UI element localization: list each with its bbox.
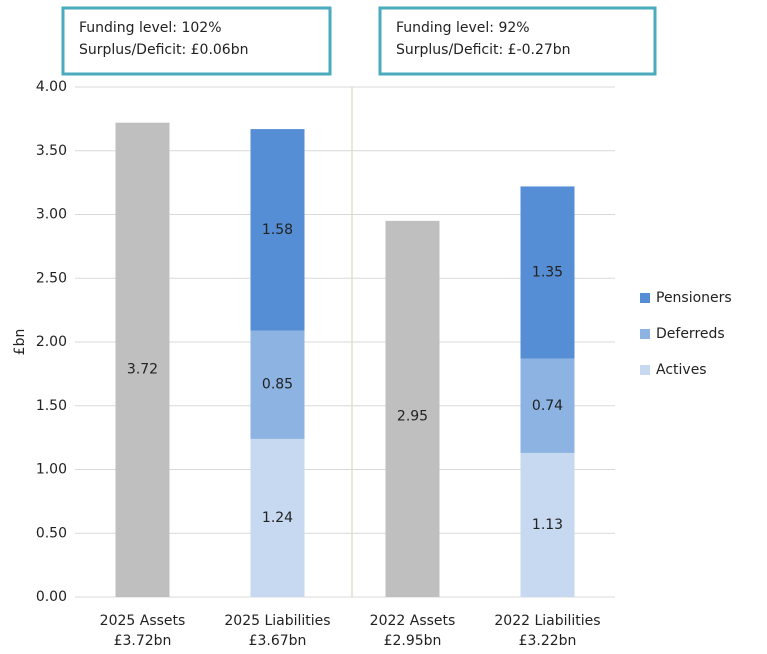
bar xyxy=(520,358,575,453)
y-tick-label: 2.00 xyxy=(36,334,67,350)
bar xyxy=(250,129,305,331)
y-tick-label: 2.50 xyxy=(36,270,67,286)
x-tick-label: £3.22bn xyxy=(519,633,577,649)
annotation-text: Surplus/Deficit: £-0.27bn xyxy=(396,42,571,58)
annotation-text: Surplus/Deficit: £0.06bn xyxy=(79,42,248,58)
value-label: 3.72 xyxy=(127,361,158,377)
x-tick-label: 2022 Assets xyxy=(370,613,456,629)
annotation-text: Funding level: 92% xyxy=(396,20,530,36)
legend-swatch xyxy=(640,293,650,303)
y-tick-label: 3.00 xyxy=(36,207,67,223)
bar xyxy=(520,452,575,597)
bar xyxy=(115,122,170,597)
value-label: 1.13 xyxy=(532,517,563,533)
bar xyxy=(385,220,440,597)
x-tick-label: 2025 Liabilities xyxy=(224,613,330,629)
legend-swatch xyxy=(640,329,650,339)
bar xyxy=(520,186,575,359)
x-tick-label: £3.72bn xyxy=(114,633,172,649)
x-tick-label: 2025 Assets xyxy=(100,613,186,629)
annotation-box xyxy=(61,6,332,76)
legend-label: Deferreds xyxy=(656,326,725,342)
legend-swatch xyxy=(640,365,650,375)
value-label: 2.95 xyxy=(397,408,428,424)
bar xyxy=(250,330,305,439)
x-tick-label: £2.95bn xyxy=(384,633,442,649)
y-tick-label: 3.50 xyxy=(36,143,67,159)
value-label: 0.74 xyxy=(532,398,563,414)
y-tick-label: 4.00 xyxy=(36,79,67,95)
y-tick-label: 0.00 xyxy=(36,589,67,605)
x-tick-label: 2022 Liabilities xyxy=(494,613,600,629)
y-tick-label: 0.50 xyxy=(36,525,67,541)
value-label: 0.85 xyxy=(262,377,293,393)
annotation-text: Funding level: 102% xyxy=(79,20,222,36)
legend-label: Actives xyxy=(656,362,707,378)
value-label: 1.58 xyxy=(262,222,293,238)
y-tick-label: 1.00 xyxy=(36,462,67,478)
y-axis-label: £bn xyxy=(12,329,28,356)
annotation-box xyxy=(378,6,657,76)
value-label: 1.35 xyxy=(532,265,563,281)
x-tick-label: £3.67bn xyxy=(249,633,307,649)
value-label: 1.24 xyxy=(262,510,293,526)
bar xyxy=(250,438,305,597)
y-tick-label: 1.50 xyxy=(36,398,67,414)
legend-label: Pensioners xyxy=(656,290,732,306)
